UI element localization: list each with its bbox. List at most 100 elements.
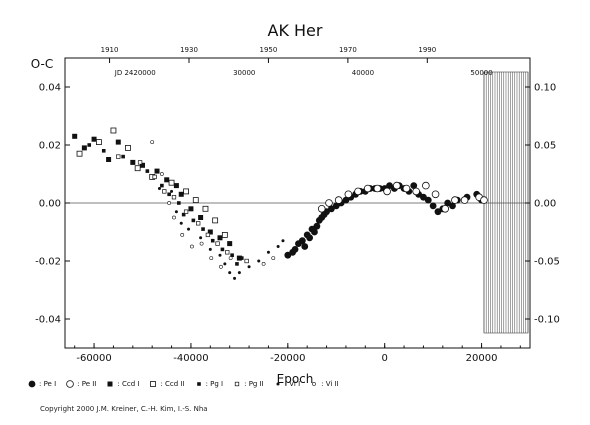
series-pe-ii [317,181,488,213]
point-pe-ii [334,196,343,204]
legend-symbol [107,381,113,387]
point-pg-i [121,154,125,159]
point-pe-i [301,243,309,250]
point-ccd-ii [221,231,228,238]
series-vi-ii [150,140,276,269]
y-tick-label: 0.04 [39,83,61,94]
point-vi-i [174,210,178,214]
point-vi-i [199,236,203,240]
point-vi-i [179,221,183,225]
x-tick-label: -40000 [173,353,208,364]
point-pe-ii [480,196,488,204]
point-pg-ii [215,241,220,246]
point-vi-ii [261,261,266,266]
point-pg-ii [183,209,189,214]
x-tick-label: 20000 [466,353,498,364]
y2-tick-label: 0.05 [534,141,556,152]
point-pe-i [291,246,299,253]
x-tick-label: -20000 [270,353,305,364]
future-hatch [483,71,529,334]
legend-item: : Pe I [28,380,56,388]
legend-label: : Pe II [77,380,97,388]
y-axis-label: O-C [31,57,54,71]
point-ccd-ii [110,127,117,134]
point-pe-i [424,196,432,204]
point-pe-ii [412,187,420,196]
point-ccd-ii [134,165,141,172]
point-ccd-ii [212,217,219,224]
point-vi-ii [219,264,223,269]
legend-item: : Vi II [310,380,339,388]
point-pg-ii [137,160,143,165]
point-pe-i [429,202,437,210]
point-pg-ii [171,195,177,200]
point-pe-ii [325,199,333,207]
point-pe-ii [317,205,326,213]
chart-title: AK Her [268,21,323,40]
legend-item: : Pe II [66,380,96,388]
point-pe-ii [392,181,401,190]
point-pg-ii [162,189,167,194]
point-vi-ii [190,244,194,249]
series-pg-i [87,143,244,266]
point-pg-i [201,227,205,231]
point-pe-ii [344,190,353,199]
year-tick-label: 1930 [180,46,198,54]
point-vi-i [247,265,251,269]
point-pe-ii [383,187,391,196]
legend: : Pe I: Pe II: Ccd I: Ccd II: Pg I: Pg I… [28,377,568,391]
point-pg-i [210,238,215,243]
x-axis-label: Epoch [277,372,314,386]
point-ccd-ii [192,197,199,204]
legend-marker [150,381,157,387]
legend-label: : Ccd I [117,380,140,388]
point-pe-ii [354,187,362,196]
point-vi-ii [150,140,155,145]
point-pg-i [177,201,181,205]
legend-label: : Vi I [284,380,301,388]
legend-label: : Pg II [244,380,264,388]
legend-item: : Pg II [233,380,264,388]
point-vi-ii [209,256,214,261]
point-ccd-i [188,206,194,212]
point-ccd-ii [202,205,209,212]
jd-label: 40000 [352,69,374,77]
legend-symbol [196,382,201,386]
point-vi-i [233,276,237,280]
legend-marker [312,382,317,386]
point-pe-ii [373,184,382,193]
legend-symbol [66,380,74,388]
series-ccd-ii [76,127,228,238]
legend-marker [107,381,113,387]
point-vi-ii [271,256,276,261]
point-pe-i [449,202,456,210]
jd-label: 30000 [233,69,255,77]
legend-item: : Pg I [195,380,224,388]
point-vi-i [218,253,222,257]
y2-tick-label: -0.10 [534,315,560,326]
point-pe-i [410,182,418,190]
legend-item: : Vi I [274,380,300,388]
legend-label: : Pg I [205,380,224,388]
point-vi-i [281,239,285,243]
point-vi-ii [228,256,233,261]
legend-marker [28,380,36,388]
point-ccd-i [72,133,78,139]
point-pe-ii [460,196,469,204]
copyright-text: Copyright 2000 J.M. Kreiner, C.-H. Kim, … [40,405,208,413]
point-pe-i [311,228,318,236]
y-tick-label: 0.02 [39,141,61,152]
point-pg-i [239,256,244,260]
point-pe-ii [422,181,430,190]
point-pg-i [101,149,106,153]
year-tick-label: 1970 [339,46,357,54]
point-pg-i [160,183,164,188]
point-ccd-i [198,215,204,220]
point-vi-i [276,245,280,248]
point-vi-i [157,187,161,190]
point-pg-i [235,262,239,266]
y-tick-label: 0.00 [39,199,61,210]
data-points [72,127,488,280]
point-vi-i [187,227,191,231]
legend-symbol [276,382,280,386]
